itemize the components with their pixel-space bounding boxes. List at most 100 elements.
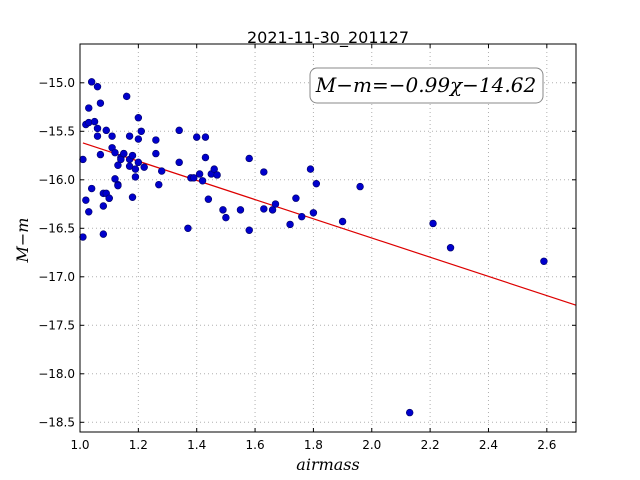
data-point [85,208,93,216]
x-tick-label: 2.6 [537,438,556,452]
data-point [155,180,163,189]
data-point [210,165,218,173]
y-tick-label: −18.0 [38,367,75,381]
data-point [134,114,143,122]
data-point [260,168,268,176]
x-tick-label: 1.6 [246,438,265,452]
data-points [79,78,548,417]
data-point [99,202,108,210]
data-point [540,257,548,265]
data-point [117,155,125,164]
data-point [131,173,140,181]
data-point [79,233,87,241]
data-point [175,126,183,135]
data-point [128,151,137,160]
y-tick-label: −17.0 [38,270,75,284]
data-point [356,182,364,191]
x-axis-label: airmass [296,455,359,474]
y-tick-label: −15.0 [38,76,75,90]
data-point [298,212,306,221]
data-point [152,136,160,144]
data-point [429,219,437,228]
data-point [338,217,347,226]
data-point [111,175,119,183]
data-point [114,161,122,169]
data-point [108,132,116,140]
data-point [105,194,113,202]
data-point [79,155,87,164]
data-point [125,162,134,170]
data-point [102,126,110,135]
x-tick-label: 2.4 [479,438,498,452]
data-point [184,224,192,233]
data-point [292,194,300,202]
fit-line-group [82,142,577,306]
data-point [201,133,210,141]
data-point [96,99,105,107]
annotation-box [309,67,544,104]
fit-line [82,142,577,306]
x-tick-label: 2.2 [421,438,440,452]
data-point [260,205,268,213]
data-point [125,132,134,140]
y-tick-label: −17.5 [38,318,75,332]
data-point [134,158,143,167]
data-point [137,127,145,136]
data-point [446,244,455,252]
data-point [245,226,253,234]
data-point [245,154,253,163]
data-point [268,206,277,214]
data-point [85,104,93,112]
data-point [122,92,131,101]
data-point [120,149,128,158]
y-tick-label: −15.5 [38,124,75,138]
x-tick-label: 1.0 [70,438,89,452]
data-point [312,179,321,188]
data-point [131,165,140,173]
data-point [219,206,227,214]
data-point [99,230,108,238]
plot-frame [79,43,577,433]
data-point [204,195,213,203]
data-point [82,196,90,204]
data-point [286,220,294,229]
data-point [87,184,96,193]
x-tick-label: 1.8 [304,438,323,452]
y-tick-label: −16.5 [38,221,75,235]
x-tick-label: 1.2 [129,438,148,452]
y-tick-label: −18.5 [38,415,75,429]
x-tick-label: 2.0 [362,438,381,452]
data-point [190,174,198,182]
data-point [175,158,183,167]
annotation-text: M−m=−0.99χ−14.62 [315,73,536,97]
data-point [222,213,230,222]
data-point [93,82,102,91]
x-tick-label: 1.4 [187,438,206,452]
data-point [90,117,99,126]
data-point [96,150,105,159]
data-point [193,133,201,141]
data-point [87,78,96,86]
data-point [198,177,207,185]
data-point [306,165,315,173]
y-tick-label: −16.0 [38,173,75,187]
data-point [140,163,148,171]
y-axis-label: M−m [13,218,32,264]
fit-annotation: M−m=−0.99χ−14.62 [309,67,544,104]
data-point [236,206,245,214]
data-point [405,408,414,417]
axis-ticks: 1.0 1.2 1.4 1.6 1.8 2.0 2.2 2.4 2.6 −15.0 −15.5 −16… [38,44,576,452]
data-point [152,149,160,158]
chart-title: 2021-11-30_201127 [247,28,409,48]
data-point [309,209,318,217]
data-point [213,171,221,179]
data-point [114,181,122,190]
data-point [195,170,204,178]
data-point [93,132,102,140]
data-point [157,167,166,175]
data-point [111,148,119,157]
data-point [271,200,280,208]
data-point [128,193,137,201]
data-point [201,153,210,162]
